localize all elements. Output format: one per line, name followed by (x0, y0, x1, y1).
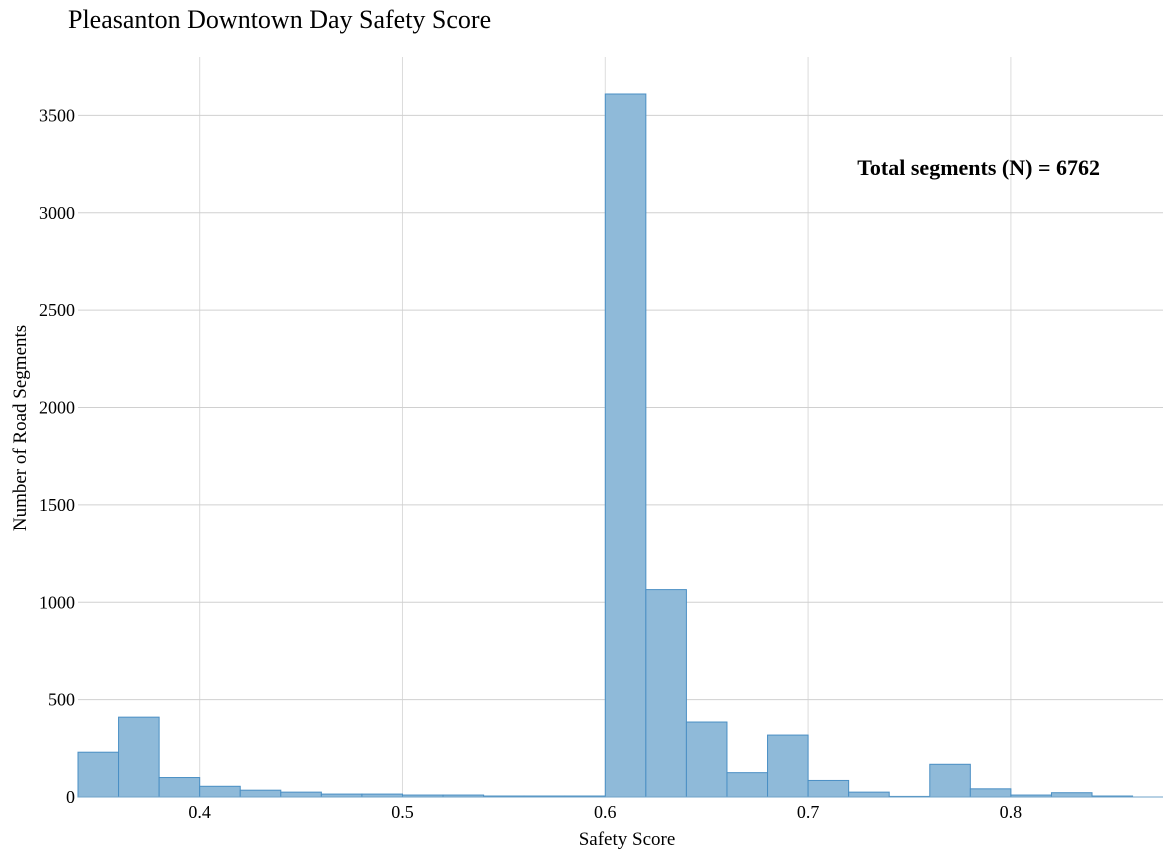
histogram-bar (77, 751, 120, 798)
x-tick-label: 0.8 (1000, 802, 1023, 822)
x-tick-label: 0.6 (594, 802, 617, 822)
histogram-bar (604, 93, 647, 798)
x-tick-label: 0.4 (188, 802, 211, 822)
histogram-bar (158, 777, 201, 798)
y-tick-label: 3000 (39, 203, 75, 223)
y-tick-label: 0 (66, 787, 75, 807)
histogram-bar (929, 763, 971, 798)
y-tick-label: 1000 (39, 592, 75, 612)
histogram-bar (807, 779, 850, 798)
histogram-bar (1050, 792, 1093, 798)
histogram-bar (118, 716, 160, 798)
x-axis-label: Safety Score (579, 829, 676, 849)
histogram-bar (280, 791, 322, 798)
y-tick-label: 1500 (39, 495, 75, 515)
histogram-bar (645, 589, 687, 798)
chart-title: Pleasanton Downtown Day Safety Score (68, 5, 491, 34)
histogram-bar (239, 789, 282, 798)
x-axis-ticks: 0.4 0.5 0.6 0.7 0.8 (188, 802, 1022, 822)
total-segments-annotation: Total segments (N) = 6762 (857, 155, 1100, 180)
x-tick-label: 0.5 (391, 802, 414, 822)
y-axis-label: Number of Road Segments (10, 325, 31, 531)
x-tick-label: 0.7 (797, 802, 820, 822)
histogram-bars (77, 93, 1134, 798)
histogram-bar (199, 785, 241, 798)
y-axis-ticks: 0 500 1000 1500 2000 2500 3000 3500 (39, 105, 75, 807)
histogram-bar (767, 734, 809, 798)
histogram-bar (685, 721, 728, 798)
y-tick-label: 500 (48, 690, 75, 710)
histogram-bar (848, 791, 890, 798)
histogram-bar (969, 788, 1012, 798)
y-tick-label: 2500 (39, 300, 75, 320)
y-tick-label: 2000 (39, 398, 75, 418)
histogram-bar (726, 772, 769, 798)
y-tick-label: 3500 (39, 105, 75, 125)
